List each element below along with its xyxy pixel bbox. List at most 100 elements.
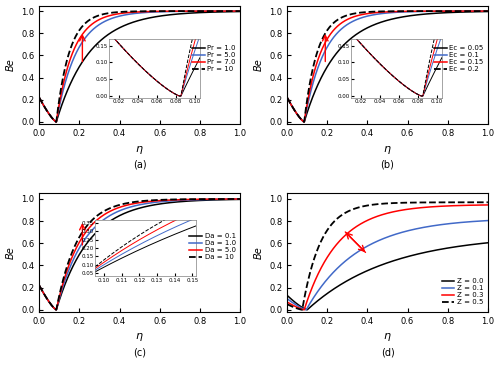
Pr = 7.0 bbox=[36, 96, 42, 100]
Pr = 1.0 bbox=[54, 120, 60, 124]
Pr = 5.0 bbox=[188, 9, 194, 14]
Pr = 10 bbox=[237, 9, 243, 13]
Pr = 7.0 bbox=[48, 115, 54, 120]
Da = 10 bbox=[36, 283, 42, 288]
Pr = 1.0 bbox=[164, 13, 170, 17]
X-axis label: $\eta$: $\eta$ bbox=[383, 332, 392, 343]
Pr = 5.0 bbox=[237, 9, 243, 13]
Y-axis label: Be: Be bbox=[254, 246, 264, 259]
Z = 0.1 bbox=[412, 227, 418, 231]
Line: Da = 5.0: Da = 5.0 bbox=[39, 199, 240, 310]
Ec = 0.15 bbox=[296, 115, 302, 120]
Z = 0.0 bbox=[436, 247, 442, 252]
Ec = 0.2 bbox=[412, 9, 418, 13]
Z = 0.1 bbox=[303, 307, 309, 312]
Ec = 0.05 bbox=[401, 15, 407, 19]
Pr = 5.0 bbox=[210, 9, 216, 13]
Line: Ec = 0.15: Ec = 0.15 bbox=[287, 11, 488, 122]
Ec = 0.1 bbox=[436, 9, 442, 14]
Z = 0.3 bbox=[284, 300, 290, 304]
Line: Da = 1.0: Da = 1.0 bbox=[39, 199, 240, 310]
Z = 0.0 bbox=[412, 253, 418, 257]
Pr = 7.0 bbox=[210, 9, 216, 13]
Legend: Pr = 1.0, Pr = 5.0, Pr = 7.0, Pr = 10: Pr = 1.0, Pr = 5.0, Pr = 7.0, Pr = 10 bbox=[192, 45, 236, 73]
Pr = 1.0 bbox=[153, 15, 159, 19]
Pr = 10 bbox=[48, 115, 54, 120]
Da = 1.0 bbox=[153, 200, 159, 204]
Z = 0.3 bbox=[485, 203, 491, 207]
Line: Ec = 0.2: Ec = 0.2 bbox=[287, 11, 488, 122]
Z = 0.3 bbox=[457, 203, 463, 208]
Ec = 0.2 bbox=[301, 120, 307, 124]
Y-axis label: Be: Be bbox=[6, 246, 16, 259]
Pr = 7.0 bbox=[53, 120, 59, 124]
Ec = 0.2 bbox=[296, 115, 302, 120]
Ec = 0.15 bbox=[284, 96, 290, 100]
Pr = 1.0 bbox=[237, 10, 243, 14]
Da = 10 bbox=[164, 197, 170, 202]
Da = 10 bbox=[188, 197, 194, 201]
Pr = 1.0 bbox=[158, 14, 164, 18]
Text: (c): (c) bbox=[133, 348, 146, 358]
Da = 10 bbox=[153, 198, 159, 202]
Z = 0.5 bbox=[436, 200, 442, 205]
Ec = 0.1 bbox=[284, 96, 290, 100]
Pr = 7.0 bbox=[237, 9, 243, 13]
Line: Z = 0.5: Z = 0.5 bbox=[287, 202, 488, 310]
Pr = 10 bbox=[36, 96, 42, 100]
Pr = 5.0 bbox=[164, 10, 170, 14]
Da = 0.1 bbox=[188, 199, 194, 203]
Da = 5.0 bbox=[153, 199, 159, 203]
Da = 1.0 bbox=[158, 199, 164, 204]
Text: (a): (a) bbox=[133, 160, 146, 170]
Ec = 0.15 bbox=[301, 120, 307, 124]
Z = 0.0 bbox=[406, 254, 412, 258]
X-axis label: $\eta$: $\eta$ bbox=[383, 143, 392, 156]
Pr = 10 bbox=[53, 120, 59, 124]
Da = 1.0 bbox=[164, 199, 170, 203]
Z = 0.3 bbox=[436, 204, 442, 209]
Pr = 5.0 bbox=[48, 115, 54, 120]
Line: Da = 0.1: Da = 0.1 bbox=[39, 199, 240, 310]
Z = 0.1 bbox=[401, 229, 407, 234]
Ec = 0.2 bbox=[485, 9, 491, 13]
Pr = 10 bbox=[210, 9, 216, 13]
Ec = 0.05 bbox=[301, 120, 307, 124]
Legend: Ec = 0.05, Ec = 0.1, Ec = 0.15, Ec = 0.2: Ec = 0.05, Ec = 0.1, Ec = 0.15, Ec = 0.2 bbox=[434, 45, 484, 73]
Ec = 0.2 bbox=[284, 96, 290, 100]
Da = 5.0 bbox=[158, 198, 164, 203]
Text: (d): (d) bbox=[380, 348, 394, 358]
Da = 1.0 bbox=[54, 307, 60, 312]
Line: Da = 10: Da = 10 bbox=[39, 199, 240, 310]
Da = 5.0 bbox=[237, 197, 243, 201]
Da = 1.0 bbox=[36, 283, 42, 288]
Z = 0.1 bbox=[296, 305, 302, 309]
Z = 0.5 bbox=[284, 302, 290, 306]
Ec = 0.15 bbox=[406, 9, 412, 14]
Z = 0.5 bbox=[485, 200, 491, 205]
Da = 0.1 bbox=[153, 202, 159, 207]
Ec = 0.2 bbox=[406, 9, 412, 13]
Pr = 7.0 bbox=[164, 9, 170, 14]
Pr = 1.0 bbox=[188, 11, 194, 15]
Pr = 5.0 bbox=[153, 10, 159, 14]
Da = 0.1 bbox=[48, 303, 54, 307]
Z = 0.0 bbox=[284, 293, 290, 298]
Da = 5.0 bbox=[164, 198, 170, 202]
Ec = 0.2 bbox=[457, 9, 463, 13]
Line: Z = 0.1: Z = 0.1 bbox=[287, 221, 488, 310]
Ec = 0.05 bbox=[284, 96, 290, 100]
Z = 0.0 bbox=[296, 303, 302, 308]
Ec = 0.2 bbox=[436, 9, 442, 13]
Ec = 0.1 bbox=[412, 10, 418, 14]
Z = 0.5 bbox=[296, 307, 302, 311]
Ec = 0.05 bbox=[406, 14, 412, 18]
Pr = 7.0 bbox=[158, 9, 164, 14]
Pr = 7.0 bbox=[188, 9, 194, 13]
Da = 1.0 bbox=[210, 197, 216, 202]
Line: Pr = 7.0: Pr = 7.0 bbox=[39, 11, 240, 122]
Da = 10 bbox=[158, 198, 164, 202]
Z = 0.5 bbox=[299, 307, 305, 312]
Pr = 10 bbox=[164, 9, 170, 13]
Da = 1.0 bbox=[48, 303, 54, 307]
